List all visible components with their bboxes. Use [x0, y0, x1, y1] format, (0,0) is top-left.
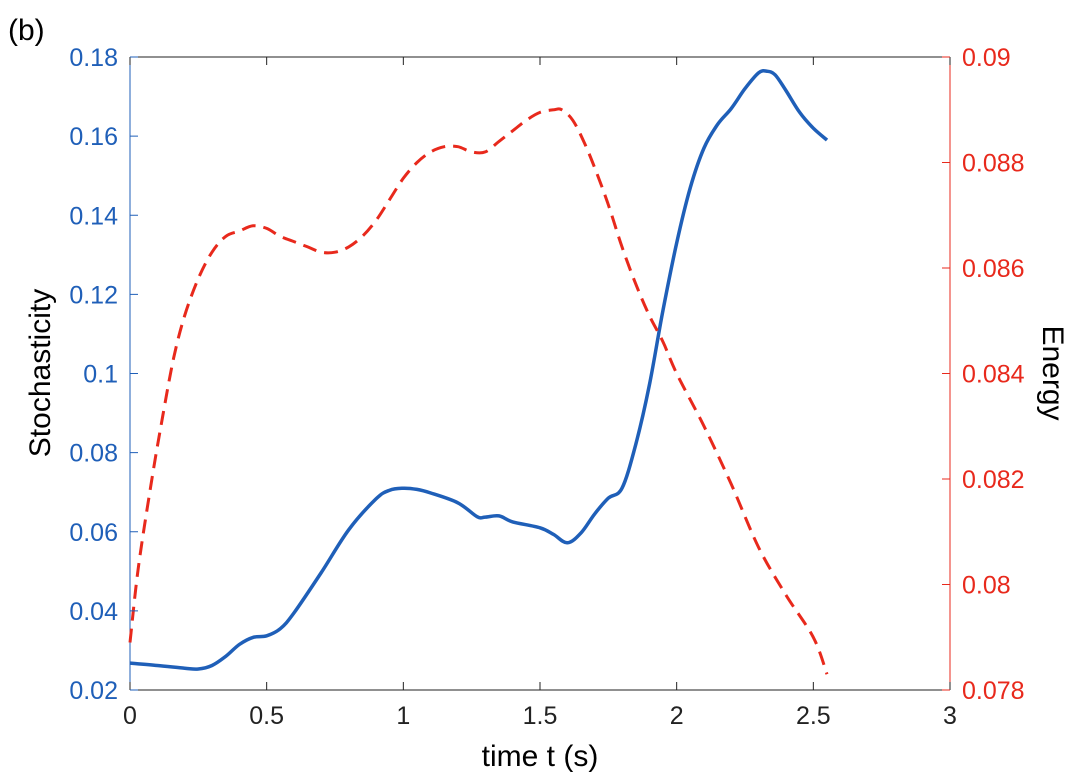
- right-y-tick-label: 0.088: [962, 150, 1025, 178]
- x-tick-label: 2.5: [796, 702, 831, 730]
- left-y-tick-label: 0.1: [83, 361, 118, 389]
- x-axis-title: time t (s): [482, 740, 599, 773]
- left-y-axis-ticks: 0.02 0.04 0.06 0.08 0.1 0.12 0.14 0.16 0.18: [69, 44, 138, 705]
- left-y-axis-title: Stochasticity: [24, 289, 57, 457]
- right-y-tick-label: 0.086: [962, 255, 1025, 283]
- energy-series-line: [128, 107, 829, 675]
- left-y-tick-label: 0.14: [69, 202, 118, 230]
- left-y-tick-label: 0.06: [69, 519, 118, 547]
- x-tick-label: 0.5: [249, 702, 284, 730]
- x-tick-label: 0: [123, 702, 137, 730]
- x-tick-label: 1.5: [523, 702, 558, 730]
- left-y-tick-label: 0.02: [69, 677, 118, 705]
- plot-area: [128, 56, 951, 691]
- left-y-tick-label: 0.12: [69, 281, 118, 309]
- x-tick-label: 3: [943, 702, 957, 730]
- left-y-tick-label: 0.04: [69, 598, 118, 626]
- x-tick-label: 1: [396, 702, 410, 730]
- left-y-tick-label: 0.08: [69, 440, 118, 468]
- panel-label: (b): [8, 14, 45, 47]
- left-y-tick-label: 0.16: [69, 123, 118, 151]
- right-y-tick-label: 0.078: [962, 677, 1025, 705]
- x-axis-ticks: 0 0.5 1 1.5 2 2.5 3: [123, 57, 957, 730]
- right-y-tick-label: 0.09: [962, 44, 1011, 72]
- left-y-tick-label: 0.18: [69, 44, 118, 72]
- right-y-axis-ticks: 0.078 0.08 0.082 0.084 0.086 0.088 0.09: [942, 44, 1025, 705]
- stochasticity-series-line: [129, 69, 829, 671]
- x-tick-label: 2: [670, 702, 684, 730]
- right-y-axis-title: Energy: [1036, 325, 1069, 420]
- right-y-tick-label: 0.082: [962, 466, 1025, 494]
- right-y-tick-label: 0.08: [962, 572, 1011, 600]
- right-y-tick-label: 0.084: [962, 361, 1025, 389]
